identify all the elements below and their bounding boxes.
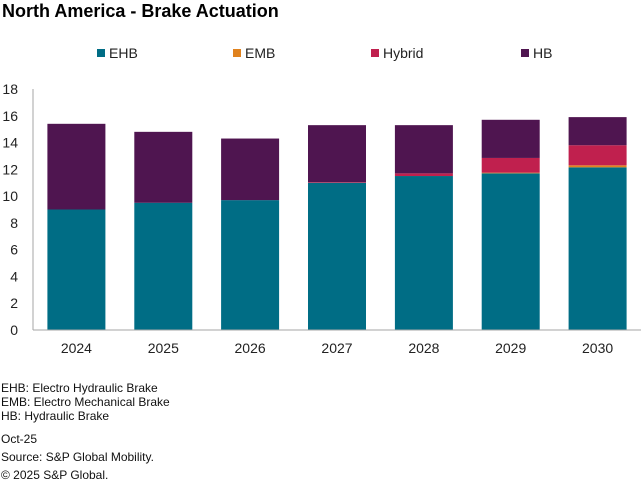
x-tick-label: 2026	[235, 340, 266, 356]
chart-title: North America - Brake Actuation	[2, 1, 279, 21]
bar-segment-hb-2025	[134, 131, 193, 203]
y-tick-label: 6	[10, 242, 18, 258]
bar-segment-ehb-2027	[308, 182, 366, 330]
y-tick-label: 4	[10, 268, 18, 284]
bar-segment-hb-2027	[308, 125, 366, 183]
y-tick-label: 2	[10, 295, 18, 311]
legend-label-hb: HB	[533, 45, 553, 61]
x-tick-label: 2027	[321, 340, 352, 356]
bar-segment-hb-2024	[47, 123, 106, 210]
bar-segment-hybrid-2029	[481, 157, 540, 173]
bar-segment-emb-2030	[568, 165, 627, 168]
bar-segment-ehb-2028	[394, 176, 453, 330]
legend-swatch-ehb	[97, 49, 105, 57]
footer-definitions: EHB: Electro Hydraulic Brake EMB: Electr…	[1, 381, 170, 423]
legend-label-hybrid: Hybrid	[383, 45, 424, 61]
bar-segment-ehb-2030	[568, 167, 627, 330]
bar-segment-ehb-2024	[47, 209, 106, 330]
bar-segment-ehb-2026	[221, 200, 280, 330]
legend-item-hb: HB	[521, 45, 552, 61]
y-tick-label: 12	[2, 161, 18, 177]
bar-segment-hb-2026	[221, 138, 280, 201]
definition-ehb: EHB: Electro Hydraulic Brake	[1, 381, 158, 395]
definition-hb: HB: Hydraulic Brake	[1, 409, 110, 423]
bar-segment-ehb-2029	[481, 173, 540, 330]
legend-swatch-hybrid	[371, 49, 379, 57]
x-tick-label: 2025	[148, 340, 179, 356]
bar-segment-ehb-2025	[134, 202, 193, 330]
x-tick-label: 2028	[408, 340, 439, 356]
y-tick-label: 14	[2, 135, 18, 151]
footer-date: Oct-25	[1, 432, 38, 446]
legend-label-ehb: EHB	[109, 45, 138, 61]
footer-source: Source: S&P Global Mobility.	[1, 450, 154, 464]
stacked-bar-chart: 0 2 4 6 8 10 12 14 16 18 2024 2025 2026 2027 2028 2029 2…	[2, 81, 641, 356]
x-tick-label: 2030	[582, 340, 613, 356]
legend-item-ehb: EHB	[97, 45, 138, 61]
bar-segment-hb-2030	[568, 117, 627, 146]
x-tick-label: 2024	[61, 340, 92, 356]
footer-copyright: © 2025 S&P Global.	[1, 468, 109, 482]
bar-segment-hb-2028	[394, 125, 453, 174]
y-tick-label: 0	[10, 322, 18, 338]
legend-swatch-hb	[521, 49, 529, 57]
y-tick-label: 16	[2, 108, 18, 124]
x-tick-label: 2029	[495, 340, 526, 356]
y-tick-label: 8	[10, 215, 18, 231]
definition-emb: EMB: Electro Mechanical Brake	[1, 395, 170, 409]
y-tick-label: 18	[2, 81, 18, 97]
bar-segment-hybrid-2028	[394, 173, 453, 177]
bar-segment-hybrid-2030	[568, 145, 627, 166]
legend-label-emb: EMB	[245, 45, 276, 61]
legend-item-emb: EMB	[233, 45, 275, 61]
legend-item-hybrid: Hybrid	[371, 45, 423, 61]
bar-segment-hybrid-2027	[308, 182, 366, 183]
legend: EHB EMB Hybrid HB	[0, 45, 643, 65]
y-tick-label: 10	[2, 188, 18, 204]
bar-segment-hb-2029	[481, 119, 540, 158]
bar-segment-emb-2029	[481, 172, 540, 174]
legend-swatch-emb	[233, 49, 241, 57]
